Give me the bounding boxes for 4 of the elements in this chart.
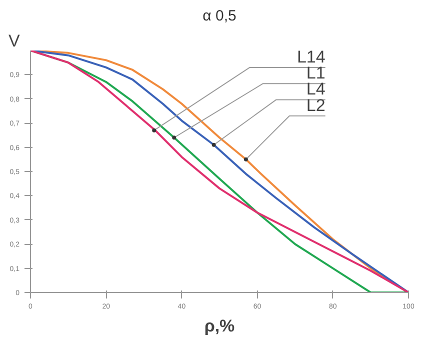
y-axis-title: V bbox=[8, 32, 20, 50]
chart-title: α 0,5 bbox=[202, 8, 236, 24]
annotation: L14 bbox=[296, 47, 326, 66]
x-axis-title: ρ,% bbox=[204, 316, 235, 336]
